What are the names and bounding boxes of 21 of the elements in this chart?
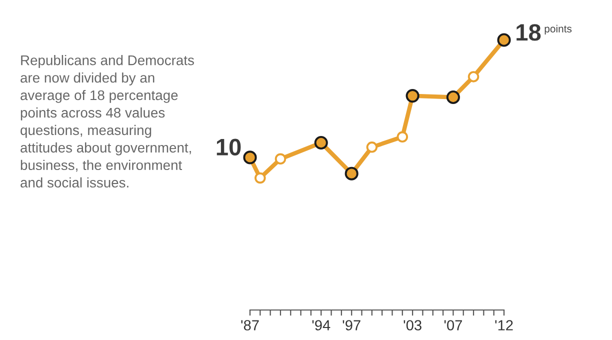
x-tick-label: '97 [342,320,360,330]
point [243,150,257,164]
point [254,172,266,184]
point [274,153,286,165]
point [497,33,511,47]
point [406,89,420,103]
data-label: 10 [216,138,241,156]
point [446,90,460,104]
text: Republicans and Democrats are now divided by an average of 18 percentage points across 48 values questions, measuring attitudes about government, business, the environment and social issues. [20,55,194,188]
text: points [544,24,572,35]
data-label: 18 [516,24,541,41]
point [468,71,480,82]
point [314,136,328,150]
x-tick-label: '87 [241,320,259,330]
x-tick-label: '94 [312,320,330,330]
x-tick-label: '07 [444,320,462,330]
point [344,166,358,180]
point [396,131,408,143]
x-tick-label: '03 [404,320,422,330]
point [366,142,378,153]
x-tick-label: '12 [495,320,513,330]
